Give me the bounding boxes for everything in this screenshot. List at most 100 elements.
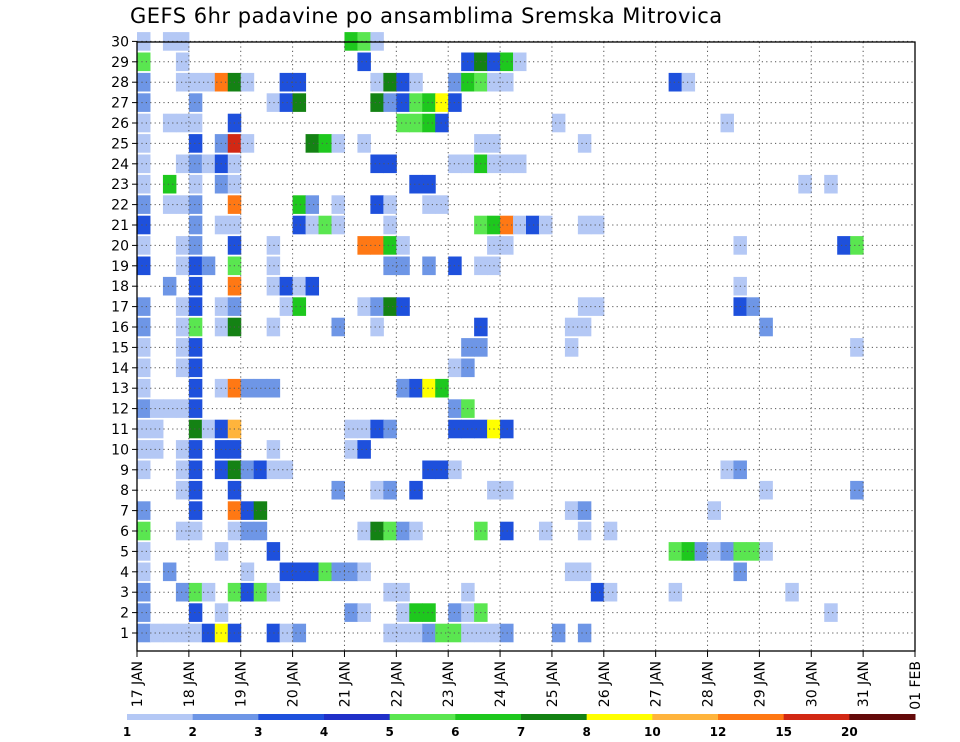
heatmap-cell — [383, 154, 397, 174]
heatmap-cell — [396, 256, 410, 276]
heatmap-cell — [162, 562, 177, 582]
heatmap-cell — [357, 236, 371, 255]
heatmap-cell — [188, 480, 203, 500]
heatmap-cell — [668, 542, 683, 561]
heatmap-cell — [850, 480, 864, 500]
heatmap-cell — [383, 236, 397, 255]
legend-label: 5 — [385, 725, 393, 739]
heatmap-cell — [188, 93, 203, 112]
heatmap-cell — [162, 113, 177, 133]
heatmap-cell — [175, 256, 190, 276]
heatmap-cell — [137, 501, 151, 520]
heatmap-cell — [188, 215, 203, 235]
heatmap-cell — [850, 236, 864, 255]
heatmap-cell — [564, 562, 579, 582]
heatmap-cell — [837, 236, 851, 255]
heatmap-cell — [513, 52, 527, 72]
heatmap-cell — [188, 501, 203, 520]
heatmap-cell — [188, 378, 203, 398]
heatmap-cell — [331, 480, 345, 500]
legend-label: 3 — [254, 725, 262, 739]
y-tick-label: 17 — [111, 300, 129, 316]
heatmap-cell — [422, 256, 436, 276]
y-tick-label: 23 — [111, 177, 129, 193]
legend-swatch — [783, 714, 850, 720]
heatmap-cell — [383, 419, 397, 439]
heatmap-cell — [279, 93, 294, 112]
heatmap-cell — [357, 297, 371, 316]
heatmap-cell — [188, 440, 203, 459]
heatmap-cell — [149, 440, 164, 459]
heatmap-cell — [175, 72, 190, 92]
heatmap-cell — [149, 419, 164, 439]
y-tick-label: 12 — [111, 402, 129, 418]
x-tick-label: 22 JAN — [389, 661, 405, 707]
heatmap-cell — [305, 134, 320, 153]
x-tick-label: 30 JAN — [804, 661, 820, 707]
heatmap-cell — [590, 297, 605, 316]
heatmap-cell — [175, 154, 190, 174]
heatmap-cell — [409, 378, 423, 398]
heatmap-cell — [175, 317, 190, 337]
heatmap-cell — [188, 195, 203, 214]
heatmap-cell — [137, 358, 151, 378]
heatmap-cell — [188, 256, 203, 276]
heatmap-cell — [824, 174, 838, 194]
heatmap-cell — [409, 521, 423, 541]
heatmap-cell — [162, 399, 177, 418]
heatmap-cell — [422, 174, 436, 194]
heatmap-cell — [175, 460, 190, 480]
x-tick-label: 20 JAN — [286, 661, 302, 707]
heatmap-cell — [383, 256, 397, 276]
legend-swatch — [586, 714, 653, 720]
heatmap-cell — [175, 582, 190, 602]
heatmap-cell — [409, 113, 423, 133]
y-tick-label: 7 — [120, 504, 129, 520]
heatmap-cell — [137, 521, 151, 541]
y-tick-label: 10 — [111, 442, 129, 458]
heatmap-cell — [175, 521, 190, 541]
x-tick-label: 21 JAN — [337, 661, 353, 707]
heatmap-cell — [383, 521, 397, 541]
heatmap-cell — [577, 623, 592, 643]
grid-lines — [137, 40, 915, 651]
legend-swatch — [521, 714, 588, 720]
y-tick-label: 14 — [111, 361, 129, 377]
heatmap-cell — [383, 93, 397, 112]
heatmap-cell — [396, 236, 410, 255]
heatmap-cell — [279, 460, 294, 480]
heatmap-cell — [681, 542, 696, 561]
heatmap-cell — [681, 72, 696, 92]
heatmap-cell — [370, 93, 384, 112]
heatmap-cell — [370, 195, 384, 214]
heatmap-cell — [370, 419, 384, 439]
legend-label: 15 — [775, 725, 792, 739]
heatmap-cell — [162, 623, 177, 643]
heatmap-cell — [577, 562, 592, 582]
y-tick-label: 1 — [120, 626, 129, 642]
y-tick-label: 26 — [111, 116, 129, 132]
heatmap-cell — [409, 603, 423, 622]
heatmap-cell — [188, 297, 203, 316]
heatmap-cell — [175, 399, 190, 418]
heatmap-cell — [396, 113, 410, 133]
heatmap-cell — [175, 480, 190, 500]
y-tick-label: 2 — [120, 606, 129, 622]
heatmap-cell — [409, 174, 423, 194]
heatmap-cell — [577, 317, 592, 337]
heatmap-cell — [162, 174, 177, 194]
heatmap-cell — [538, 215, 553, 235]
y-tick-label: 4 — [120, 565, 129, 581]
heatmap-cell — [137, 603, 151, 622]
heatmap-cell — [564, 501, 579, 520]
y-axis: 1234567891011121314151617181920212223242… — [111, 34, 137, 642]
heatmap-cell — [422, 623, 436, 643]
legend-swatch — [455, 714, 522, 720]
heatmap-cell — [668, 582, 683, 602]
heatmap-cell — [188, 399, 203, 418]
heatmap-cell — [137, 317, 151, 337]
heatmap-cell — [188, 276, 203, 296]
heatmap-cell — [435, 113, 449, 133]
heatmap-cell — [759, 480, 773, 500]
heatmap-cell — [188, 582, 203, 602]
